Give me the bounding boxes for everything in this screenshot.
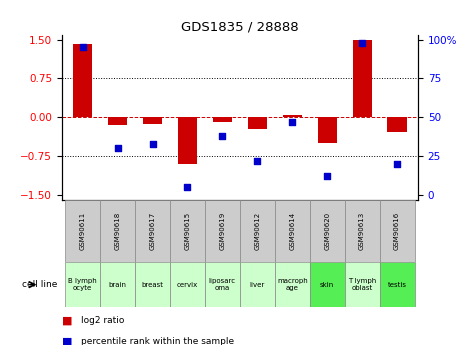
Text: testis: testis	[388, 282, 407, 288]
Text: percentile rank within the sample: percentile rank within the sample	[81, 337, 234, 345]
Point	[149, 141, 156, 147]
Bar	[318, 117, 337, 143]
Text: skin: skin	[320, 282, 334, 288]
Text: brain: brain	[109, 282, 127, 288]
Point	[254, 158, 261, 164]
FancyBboxPatch shape	[310, 200, 345, 262]
FancyBboxPatch shape	[345, 200, 380, 262]
Text: B lymph
ocyte: B lymph ocyte	[68, 278, 97, 291]
FancyBboxPatch shape	[100, 262, 135, 307]
Point	[358, 40, 366, 46]
Point	[288, 119, 296, 125]
Bar	[108, 117, 127, 125]
Text: GSM90614: GSM90614	[289, 212, 295, 250]
Bar	[388, 117, 407, 132]
FancyBboxPatch shape	[205, 200, 240, 262]
Bar	[352, 40, 372, 117]
FancyBboxPatch shape	[135, 200, 170, 262]
Text: macroph
age: macroph age	[277, 278, 308, 291]
FancyBboxPatch shape	[240, 262, 275, 307]
FancyBboxPatch shape	[240, 200, 275, 262]
Point	[79, 45, 86, 50]
Point	[218, 133, 226, 139]
FancyBboxPatch shape	[65, 200, 100, 262]
Title: GDS1835 / 28888: GDS1835 / 28888	[181, 20, 299, 33]
FancyBboxPatch shape	[310, 262, 345, 307]
FancyBboxPatch shape	[380, 262, 415, 307]
Text: cervix: cervix	[177, 282, 198, 288]
Text: GSM90620: GSM90620	[324, 212, 330, 250]
Bar	[248, 117, 267, 129]
Text: GSM90612: GSM90612	[254, 212, 260, 250]
Bar	[283, 115, 302, 117]
FancyBboxPatch shape	[170, 200, 205, 262]
Text: GSM90617: GSM90617	[150, 212, 155, 250]
Text: GSM90618: GSM90618	[114, 212, 121, 250]
Point	[184, 184, 191, 190]
FancyBboxPatch shape	[205, 262, 240, 307]
FancyBboxPatch shape	[65, 262, 100, 307]
Bar	[213, 117, 232, 122]
Bar	[178, 117, 197, 164]
Text: liposarc
oma: liposarc oma	[209, 278, 236, 291]
Text: cell line: cell line	[22, 280, 57, 289]
Text: T lymph
oblast: T lymph oblast	[348, 278, 376, 291]
FancyBboxPatch shape	[135, 262, 170, 307]
Bar	[143, 117, 162, 124]
Text: log2 ratio: log2 ratio	[81, 316, 124, 325]
FancyBboxPatch shape	[275, 200, 310, 262]
Point	[114, 146, 122, 151]
Text: ■: ■	[62, 316, 72, 326]
Text: GSM90613: GSM90613	[359, 212, 365, 250]
FancyBboxPatch shape	[345, 262, 380, 307]
FancyBboxPatch shape	[100, 200, 135, 262]
FancyBboxPatch shape	[275, 262, 310, 307]
Text: GSM90615: GSM90615	[184, 212, 190, 250]
Bar	[73, 44, 92, 117]
Point	[323, 174, 331, 179]
Text: liver: liver	[250, 282, 265, 288]
FancyBboxPatch shape	[170, 262, 205, 307]
FancyBboxPatch shape	[380, 200, 415, 262]
Text: GSM90611: GSM90611	[80, 212, 86, 250]
Text: GSM90616: GSM90616	[394, 212, 400, 250]
Text: ■: ■	[62, 337, 72, 345]
Text: breast: breast	[142, 282, 163, 288]
Point	[393, 161, 401, 167]
Text: GSM90619: GSM90619	[219, 212, 226, 250]
